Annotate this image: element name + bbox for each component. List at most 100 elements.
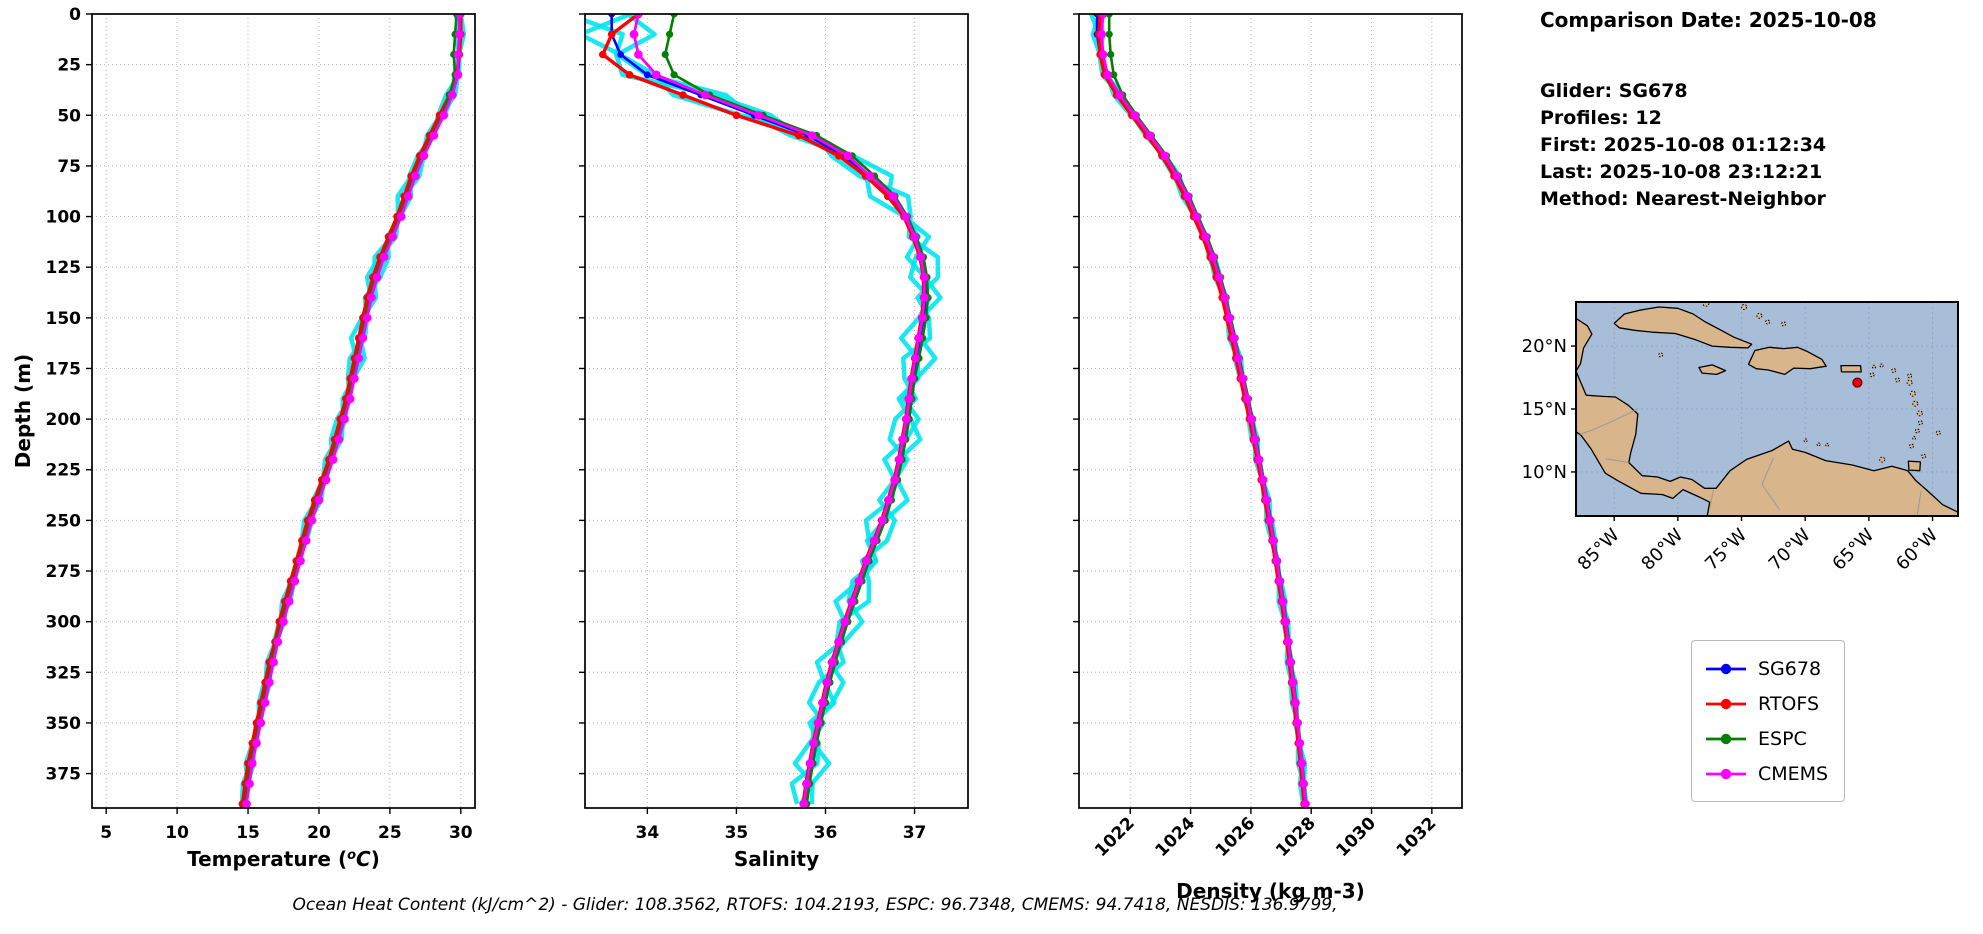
series-marker xyxy=(358,333,368,343)
series-marker xyxy=(1201,232,1210,242)
series-RTOFS xyxy=(238,14,465,808)
series-marker xyxy=(1286,657,1295,667)
series-line-ESPC xyxy=(663,14,930,805)
depth-axis-label: Depth (m) xyxy=(11,354,35,468)
series-marker xyxy=(834,637,844,647)
land-central-south-america xyxy=(1576,370,1958,516)
series-marker xyxy=(666,30,674,38)
series-ESPC xyxy=(1105,14,1310,808)
small-island xyxy=(1879,456,1886,463)
depth-tick-label: 300 xyxy=(46,613,82,633)
series-marker xyxy=(284,597,294,606)
series-marker xyxy=(1275,576,1285,586)
depth-tick-label: 175 xyxy=(46,359,82,379)
depth-tick-label: 375 xyxy=(46,765,82,785)
series-marker xyxy=(279,617,288,626)
series-marker xyxy=(245,779,254,788)
small-island xyxy=(1781,321,1787,327)
legend-item-CMEMS: CMEMS xyxy=(1704,756,1828,791)
series-marker xyxy=(910,232,919,242)
series-marker xyxy=(1098,50,1108,59)
country-border xyxy=(1605,458,1629,463)
series-marker xyxy=(1299,779,1308,788)
x-tick-label: 1028 xyxy=(1272,813,1320,861)
series-marker xyxy=(328,455,338,464)
series-marker xyxy=(314,495,324,505)
series-marker xyxy=(902,414,911,424)
x-tick-label: 1022 xyxy=(1091,813,1139,861)
series-marker xyxy=(1284,637,1293,647)
series-marker xyxy=(1098,14,1108,19)
small-island xyxy=(1917,420,1923,426)
info-method: Method: Nearest-Neighbor xyxy=(1540,188,1826,210)
series-marker xyxy=(870,536,879,545)
series-marker xyxy=(1254,455,1264,464)
depth-tick-label: 275 xyxy=(46,562,82,582)
salinity-axis-frame xyxy=(584,13,969,809)
map-lat-label: 15°N xyxy=(1522,399,1567,420)
x-tick-label: 1030 xyxy=(1332,813,1380,861)
series-marker xyxy=(439,111,449,120)
series-marker xyxy=(453,70,463,80)
series-marker xyxy=(1145,131,1155,140)
small-island xyxy=(1921,453,1927,459)
depth-tick-label: 150 xyxy=(46,309,82,329)
temperature-panel: 5 10 15 20 25 3002550751001251501752002252502… xyxy=(46,5,476,871)
small-island xyxy=(1912,436,1917,440)
series-marker xyxy=(901,212,910,221)
series-RTOFS xyxy=(1094,14,1308,808)
series-marker xyxy=(1288,678,1298,687)
map-lon-label: 65°W xyxy=(1828,525,1878,575)
density-panel: 1022 1024 1026 1028 1030 1032 Density (kg m-3) xyxy=(1073,13,1463,903)
land-puerto-rico xyxy=(1840,364,1862,373)
series-marker xyxy=(1281,617,1290,626)
salinity-panel: 34 35 36 37 Salinity xyxy=(579,13,969,871)
map-lon-label: 85°W xyxy=(1574,525,1624,575)
x-tick-label: 15 xyxy=(236,823,260,843)
raw-glider-band xyxy=(615,14,943,805)
land-yucatan xyxy=(1576,317,1593,372)
series-marker xyxy=(345,394,355,404)
depth-tick-label: 50 xyxy=(57,106,81,126)
temperature-data-area xyxy=(238,14,467,808)
legend-item-RTOFS: RTOFS xyxy=(1704,686,1828,721)
depth-tick-label: 225 xyxy=(46,461,82,481)
series-line-RTOFS xyxy=(240,14,463,805)
legend-item-SG678: SG678 xyxy=(1704,651,1828,686)
x-tick-label: 10 xyxy=(165,823,189,843)
small-island xyxy=(1907,373,1913,379)
series-line-RTOFS xyxy=(601,14,926,805)
series-marker xyxy=(679,91,687,99)
series-marker xyxy=(1297,759,1307,768)
series-marker xyxy=(321,475,331,485)
series-marker xyxy=(269,657,278,667)
info-panel: Comparison Date: 2025-10-08 Glider: SG67… xyxy=(1540,8,1980,213)
series-marker xyxy=(455,30,464,39)
series-marker xyxy=(661,50,669,59)
series-line-RTOFS xyxy=(1096,14,1306,805)
series-marker xyxy=(307,516,317,525)
series-marker xyxy=(920,273,929,282)
raw-glider-band xyxy=(1096,14,1306,805)
series-marker xyxy=(652,70,661,80)
x-tick-label: 35 xyxy=(725,823,749,843)
small-island xyxy=(1916,410,1923,417)
info-first-time: First: 2025-10-08 01:12:34 xyxy=(1540,134,1827,156)
x-tick-label: 34 xyxy=(636,823,660,843)
series-marker xyxy=(818,698,828,707)
series-marker xyxy=(828,657,837,667)
series-marker xyxy=(260,698,270,707)
small-island xyxy=(1803,438,1808,443)
map-lat-label: 20°N xyxy=(1522,336,1567,357)
series-line-CMEMS xyxy=(632,14,926,805)
series-SG678 xyxy=(1093,14,1309,808)
depth-tick-label: 75 xyxy=(57,157,81,177)
series-marker xyxy=(823,678,832,687)
depth-tick-label: 100 xyxy=(46,208,82,228)
info-glider: Glider: SG678 xyxy=(1540,80,1688,102)
legend-item-ESPC: ESPC xyxy=(1704,721,1828,756)
series-marker xyxy=(835,152,843,160)
small-island xyxy=(1765,319,1771,325)
series-marker xyxy=(1225,313,1234,323)
series-marker xyxy=(1238,374,1248,383)
